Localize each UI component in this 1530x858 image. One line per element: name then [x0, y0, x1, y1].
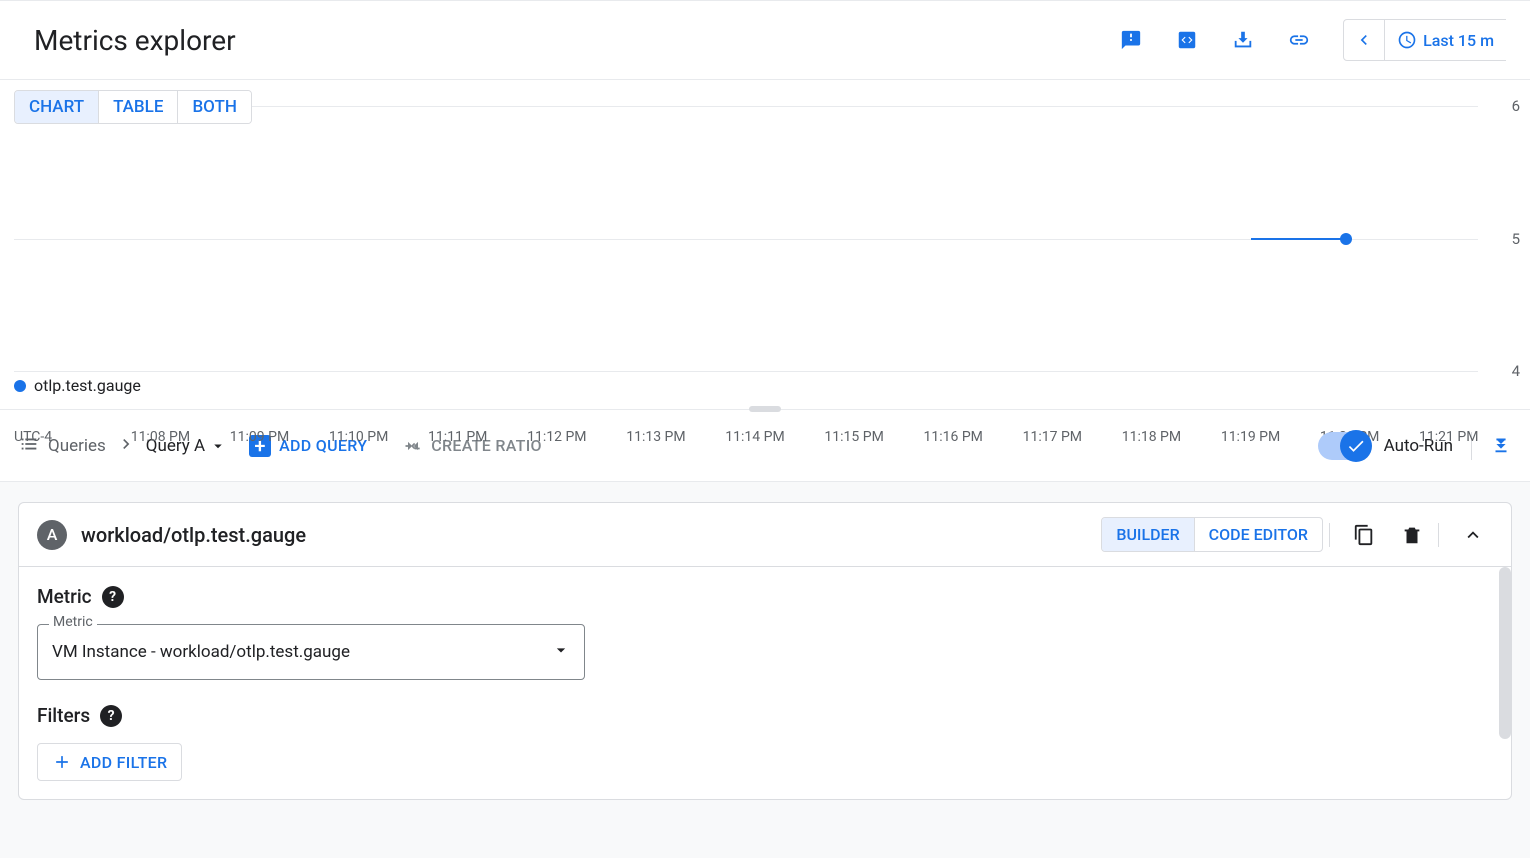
- query-card-actions: BUILDER CODE EDITOR: [1101, 517, 1493, 552]
- mode-builder[interactable]: BUILDER: [1102, 518, 1193, 551]
- divider: [1329, 523, 1330, 547]
- time-range-selector[interactable]: Last 15 m: [1385, 19, 1506, 61]
- metric-field-floating-label: Metric: [49, 614, 97, 630]
- view-tabs: CHART TABLE BOTH: [14, 90, 252, 124]
- help-icon[interactable]: ?: [100, 705, 122, 727]
- timezone-label: UTC-4: [14, 429, 52, 445]
- x-tick-label: 11:21 PM: [1419, 429, 1478, 445]
- copy-query-button[interactable]: [1344, 524, 1384, 546]
- resize-handle[interactable]: [749, 406, 781, 412]
- chart-line: [1251, 238, 1346, 240]
- page-title: Metrics explorer: [34, 24, 236, 57]
- x-tick-label: 11:11 PM: [428, 429, 487, 445]
- chart-area: CHART TABLE BOTH 456UTC-411:08 PM11:09 P…: [0, 80, 1530, 410]
- help-icon[interactable]: ?: [102, 586, 124, 608]
- query-card-header: A workload/otlp.test.gauge BUILDER CODE …: [19, 503, 1511, 567]
- code-icon[interactable]: [1167, 20, 1207, 60]
- divider: [1438, 523, 1439, 547]
- chart-plot: 456UTC-411:08 PM11:09 PM11:10 PM11:11 PM…: [14, 106, 1478, 421]
- time-range-label: Last 15 m: [1423, 31, 1494, 50]
- tab-table[interactable]: TABLE: [98, 91, 177, 123]
- x-tick-label: 11:19 PM: [1221, 429, 1280, 445]
- x-tick-label: 11:08 PM: [131, 429, 190, 445]
- time-prev-button[interactable]: [1343, 19, 1385, 61]
- chart-legend[interactable]: otlp.test.gauge: [14, 376, 141, 395]
- delete-query-button[interactable]: [1392, 524, 1432, 546]
- x-tick-label: 11:13 PM: [626, 429, 685, 445]
- y-tick-label: 4: [1512, 362, 1520, 380]
- metric-label: Metric: [37, 585, 92, 608]
- dropdown-arrow-icon: [551, 640, 571, 664]
- x-tick-label: 11:18 PM: [1122, 429, 1181, 445]
- metric-section-label: Metric ?: [37, 585, 1493, 608]
- auto-run-toggle[interactable]: [1318, 432, 1370, 460]
- query-badge: A: [37, 520, 67, 550]
- x-tick-label: 11:09 PM: [230, 429, 289, 445]
- collapse-panel-button[interactable]: [1490, 433, 1512, 459]
- x-tick-label: 11:15 PM: [824, 429, 883, 445]
- scrollbar[interactable]: [1499, 567, 1511, 739]
- y-tick-label: 6: [1512, 97, 1520, 115]
- query-toolbar-right: Auto-Run: [1318, 432, 1512, 460]
- link-icon[interactable]: [1279, 20, 1319, 60]
- filters-label: Filters: [37, 704, 90, 727]
- gridline: [14, 371, 1478, 372]
- query-title: workload/otlp.test.gauge: [81, 523, 306, 547]
- query-body: Metric ? Metric VM Instance - workload/o…: [19, 567, 1511, 799]
- add-filter-label: ADD FILTER: [80, 753, 167, 772]
- y-tick-label: 5: [1512, 230, 1520, 248]
- x-tick-label: 11:12 PM: [527, 429, 586, 445]
- metric-field-value: VM Instance - workload/otlp.test.gauge: [37, 624, 585, 680]
- queries-area: A workload/otlp.test.gauge BUILDER CODE …: [0, 482, 1530, 858]
- x-tick-label: 11:14 PM: [725, 429, 784, 445]
- toggle-thumb-icon: [1340, 430, 1372, 462]
- mode-code-editor[interactable]: CODE EDITOR: [1194, 518, 1322, 551]
- download-icon[interactable]: [1223, 20, 1263, 60]
- x-tick-label: 11:17 PM: [1023, 429, 1082, 445]
- x-tick-label: 11:16 PM: [924, 429, 983, 445]
- metric-field[interactable]: Metric VM Instance - workload/otlp.test.…: [37, 624, 585, 680]
- filters-section-label: Filters ?: [37, 704, 1493, 727]
- header-actions: Last 15 m: [1111, 19, 1506, 61]
- editor-mode-toggle: BUILDER CODE EDITOR: [1101, 517, 1323, 552]
- tab-chart[interactable]: CHART: [15, 91, 98, 123]
- collapse-card-button[interactable]: [1453, 524, 1493, 546]
- feedback-icon[interactable]: [1111, 20, 1151, 60]
- queries-label: Queries: [48, 436, 106, 456]
- tab-both[interactable]: BOTH: [177, 91, 250, 123]
- x-tick-label: 11:10 PM: [329, 429, 388, 445]
- legend-marker-icon: [14, 380, 26, 392]
- header: Metrics explorer Last 15 m: [0, 0, 1530, 80]
- query-card: A workload/otlp.test.gauge BUILDER CODE …: [18, 502, 1512, 800]
- add-filter-button[interactable]: ADD FILTER: [37, 743, 182, 781]
- legend-label: otlp.test.gauge: [34, 376, 141, 395]
- chart-marker: [1340, 233, 1352, 245]
